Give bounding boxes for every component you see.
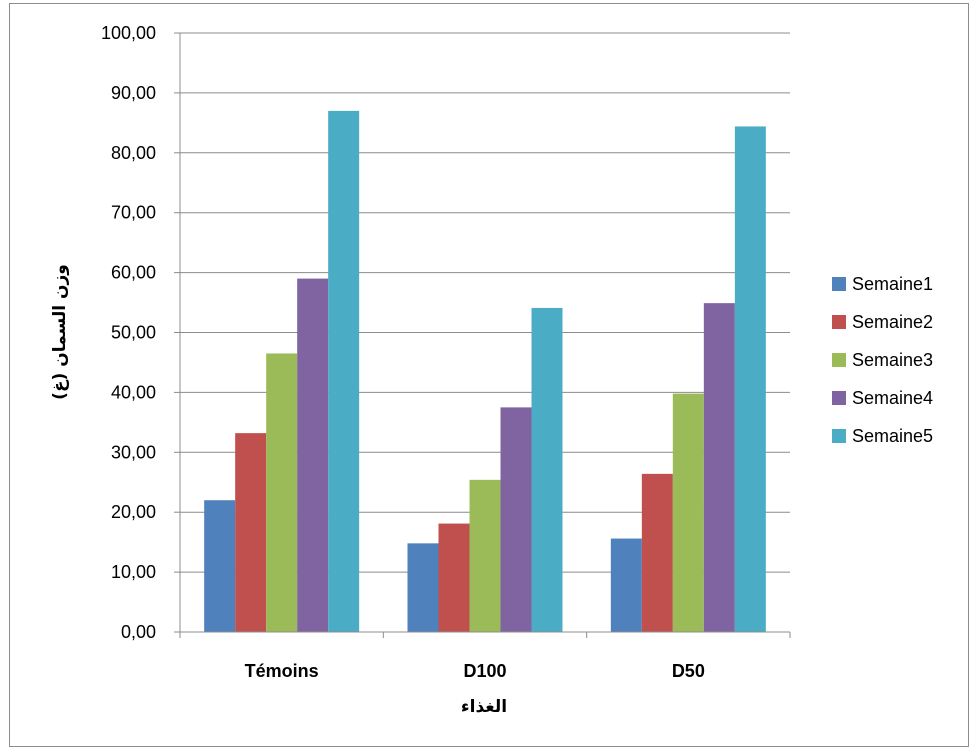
y-tick-label: 50,00: [111, 323, 156, 343]
legend-label: Semaine3: [852, 350, 933, 370]
bar-semaine2: [641, 473, 673, 632]
x-category-labels: Témoins D100 D50: [245, 661, 705, 681]
y-tick-label: 30,00: [111, 442, 156, 462]
legend-label: Semaine2: [852, 312, 933, 332]
x-category-label: D100: [463, 661, 506, 681]
legend-label: Semaine1: [852, 274, 933, 294]
bar-semaine3: [469, 479, 501, 632]
y-tick-label: 10,00: [111, 562, 156, 582]
bar-semaine1: [407, 543, 439, 632]
bar-semaine3: [672, 393, 704, 632]
bar-semaine4: [703, 303, 735, 632]
legend-swatch: [832, 353, 846, 367]
legend-swatch: [832, 429, 846, 443]
axes: [179, 33, 790, 633]
bar-semaine2: [438, 523, 470, 632]
bar-semaine4: [297, 278, 329, 632]
y-tick-label: 40,00: [111, 382, 156, 402]
y-axis-title: وزن السمان (غ): [50, 264, 70, 400]
y-tick-labels: 0,00 10,00 20,00 30,00 40,00 50,00 60,00 70,00 8…: [101, 23, 156, 642]
bar-semaine1: [610, 538, 642, 632]
y-tick-label: 70,00: [111, 203, 156, 223]
bar-semaine5: [734, 126, 766, 632]
bars: [204, 110, 766, 633]
y-tick-label: 80,00: [111, 143, 156, 163]
bar-semaine3: [266, 353, 298, 632]
y-tick-label: 60,00: [111, 263, 156, 283]
y-tick-label: 100,00: [101, 23, 156, 43]
legend-swatch: [832, 277, 846, 291]
x-axis-title: الغذاء: [461, 697, 507, 717]
bar-semaine5: [328, 110, 360, 633]
bar-semaine1: [204, 500, 236, 632]
bar-semaine4: [500, 407, 532, 632]
legend-swatch: [832, 315, 846, 329]
y-tick-label: 20,00: [111, 502, 156, 522]
legend-label: Semaine4: [852, 388, 933, 408]
legend: Semaine1 Semaine2 Semaine3 Semaine4 Semaine5: [832, 274, 933, 446]
y-tick-label: 0,00: [121, 622, 156, 642]
bar-semaine2: [235, 433, 267, 632]
y-tick-label: 90,00: [111, 83, 156, 103]
bar-semaine5: [531, 307, 563, 632]
legend-swatch: [832, 391, 846, 405]
x-category-label: D50: [672, 661, 705, 681]
x-category-label: Témoins: [245, 661, 319, 681]
legend-label: Semaine5: [852, 426, 933, 446]
